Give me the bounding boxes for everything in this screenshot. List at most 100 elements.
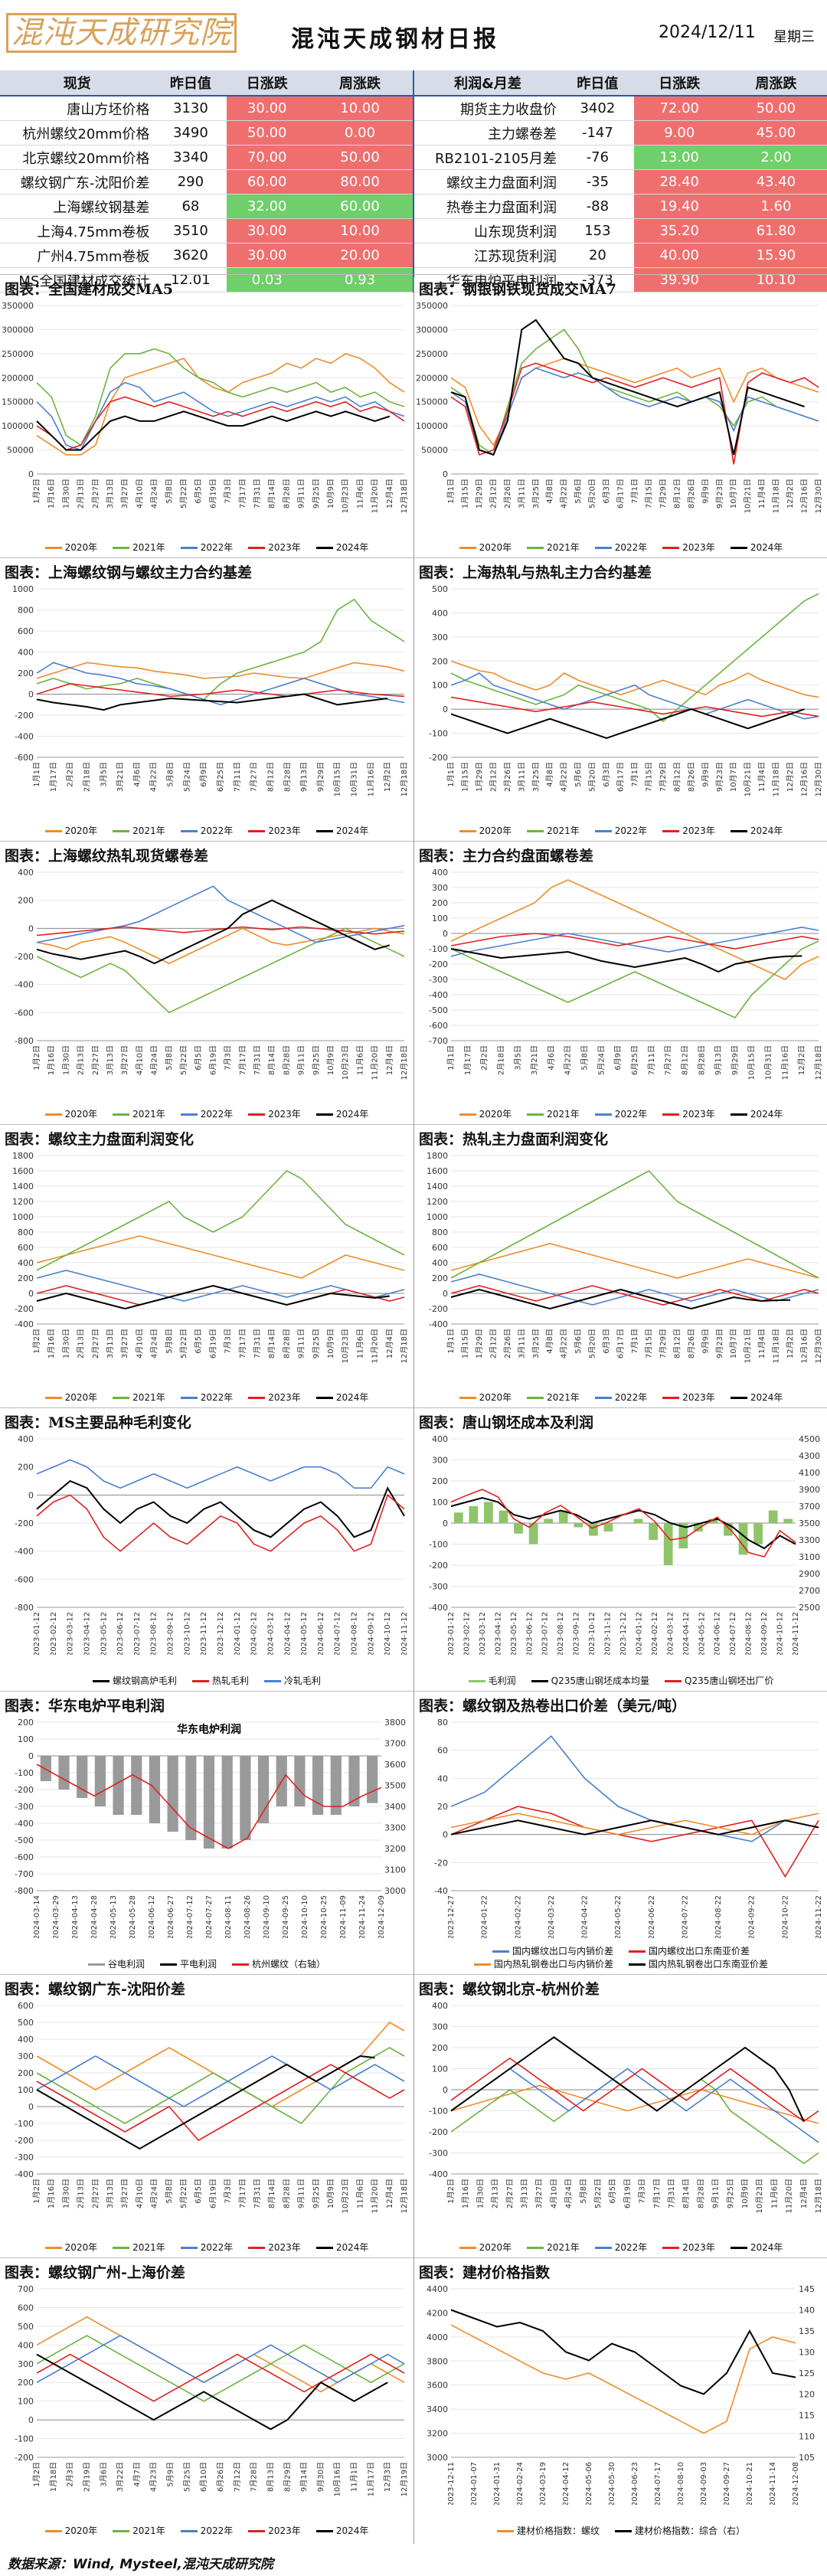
legend-label: 2022年	[200, 825, 234, 836]
x-tick-label: 6月5日	[194, 2179, 203, 2204]
chart-legend: 2020年 2021年 2022年 2023年 2024年	[414, 1391, 827, 1404]
y-tick-label: 250000	[2, 349, 34, 359]
legend-swatch	[594, 1397, 612, 1399]
legend-item: 2021年	[527, 2242, 580, 2253]
legend-label: 国内热轧钢卷出口东南亚价差	[649, 1959, 769, 1970]
y-tick-label: 1000	[12, 1212, 34, 1222]
legend-label: 2023年	[268, 1392, 301, 1403]
x-tick-label: 10月15日	[747, 1045, 757, 1080]
x-tick-label: 2024-03-14	[33, 1895, 41, 1938]
legend-item: 2020年	[44, 1109, 97, 1120]
legend-item: 2023年	[248, 1109, 301, 1120]
legend-swatch	[191, 1680, 209, 1682]
chart-plot-c14: -400 -300 -200 -100 0 100 200 300 400 1月2日 1月16日 1月…	[429, 2001, 823, 2213]
bar	[185, 1756, 197, 1840]
cell-value: 45.00	[724, 120, 827, 145]
x-tick-label: 2024-05-28	[129, 1895, 137, 1938]
x-tick-label: 9月30日	[316, 2462, 325, 2492]
y-tick-label: 400	[18, 648, 34, 658]
x-tick-label: 5月22日	[179, 2179, 188, 2208]
x-tick-label: 5月8日	[165, 2179, 174, 2204]
x-tick-label: 2023-09-12	[573, 1612, 581, 1655]
x-tick-label: 7月1日	[630, 1329, 639, 1354]
x-tick-label: 2月13日	[77, 479, 86, 508]
bar	[558, 1510, 568, 1523]
series-line	[450, 1489, 796, 1558]
legend-swatch	[527, 1397, 544, 1399]
x-tick-label: 7月15日	[644, 762, 653, 792]
legend-swatch	[44, 830, 62, 832]
legend-label: 2023年	[682, 2242, 715, 2253]
cell-value: -147	[561, 120, 634, 145]
chart-title: 图表：上海热轧与热轧主力合约基差	[419, 564, 652, 581]
x-tick-label: 12月16日	[800, 762, 809, 796]
x-tick-label: 2024-06-27	[167, 1895, 175, 1938]
series-line	[450, 593, 819, 722]
x-tick-label: 11月6日	[355, 1045, 364, 1075]
x-tick-label: 4月22日	[560, 1329, 569, 1358]
bar	[453, 1512, 463, 1523]
chart-title: 图表：螺纹钢及热卷出口价差（美元/吨）	[419, 1698, 686, 1715]
y-tick-label: -400	[15, 1547, 34, 1557]
bar	[603, 1523, 613, 1532]
cell-value: 10.00	[307, 218, 414, 244]
y-tick-label: 600	[18, 626, 34, 636]
legend-label: 毛利润	[488, 1675, 516, 1686]
bar	[498, 1510, 508, 1523]
legend-swatch	[315, 1113, 333, 1116]
y-tick-label: 100	[18, 2397, 34, 2407]
chart-panel-c6: 图表：主力合约盘面螺卷差 -700 -600 -500 -400 -300 -200 -100…	[414, 841, 827, 1123]
y-tick-label: -100	[15, 1768, 34, 1778]
legend-item: 2020年	[459, 1392, 512, 1403]
x-tick-label: 2023-04-12	[83, 1612, 91, 1655]
legend-item: 2021年	[113, 2525, 165, 2536]
series-line	[36, 2021, 405, 2107]
x-tick-label: 1月18日	[49, 2462, 58, 2492]
x-tick-label: 7月3日	[224, 2179, 233, 2204]
y-tick-label: 1200	[12, 1197, 34, 1207]
x-tick-label: 2024-01-07	[470, 2462, 479, 2505]
x-tick-label: 8月28日	[283, 762, 292, 792]
x-tick-label: 11月6日	[770, 2179, 779, 2208]
y-tick-label: 400	[432, 1258, 448, 1268]
y-tick-label: 1600	[12, 1166, 34, 1176]
y-tick-label: -200	[15, 1304, 34, 1314]
x-tick-label: 2024-11-09	[339, 1895, 348, 1938]
bar	[330, 1756, 342, 1815]
y-tick-label: 300000	[2, 325, 34, 335]
legend-label: 2024年	[335, 542, 369, 553]
x-tick-label: 1月16日	[47, 1329, 56, 1358]
x-tick-label: 2023-05-12	[100, 1612, 108, 1655]
y-tick-label: -200	[15, 2453, 34, 2463]
x-tick-label: 5月6日	[574, 1329, 583, 1354]
y-tick-label: -800	[15, 1036, 34, 1046]
legend-item: 2020年	[44, 825, 97, 836]
legend-swatch	[113, 547, 130, 549]
x-tick-label: 7月1日	[630, 479, 639, 504]
legend-item: 2022年	[594, 2242, 647, 2253]
bar	[113, 1756, 124, 1815]
y-tick-label: 1000	[427, 1212, 448, 1222]
x-tick-label: 7月1日	[630, 762, 639, 787]
x-tick-label: 2024-06-22	[648, 1895, 656, 1938]
x-tick-label: 2023-06-12	[525, 1612, 534, 1655]
x-tick-label: 2023-11-12	[604, 1612, 613, 1655]
y-tick-label: 0	[28, 2102, 34, 2112]
series-line	[36, 1235, 405, 1279]
legend-label: 2023年	[682, 542, 715, 553]
legend-item: 2022年	[594, 825, 647, 836]
series-line	[450, 2084, 819, 2124]
legend-item: 2024年	[730, 2242, 783, 2253]
series-line	[36, 353, 405, 456]
x-tick-label: 3月5日	[99, 762, 108, 787]
x-tick-label: 8月13日	[266, 2462, 275, 2492]
legend-item: 2023年	[662, 825, 715, 836]
chart-plot-c16: 3000 3200 3400 3600 3800 4000 4200 4400 105 110 11…	[427, 2284, 815, 2505]
x-tick-label: 11月20日	[785, 2179, 794, 2213]
cell-value: 3620	[154, 243, 227, 268]
x-tick-label: 2024-10-22	[781, 1895, 789, 1938]
y-tick-label: -300	[429, 2149, 448, 2159]
legend-label: 2022年	[200, 2525, 234, 2536]
brand-logo: 混沌天成研究院	[6, 8, 237, 53]
chart-panel-c1: 图表：全国建材成交MA5 0 50000 100000 150000 200000 2500…	[0, 274, 414, 557]
